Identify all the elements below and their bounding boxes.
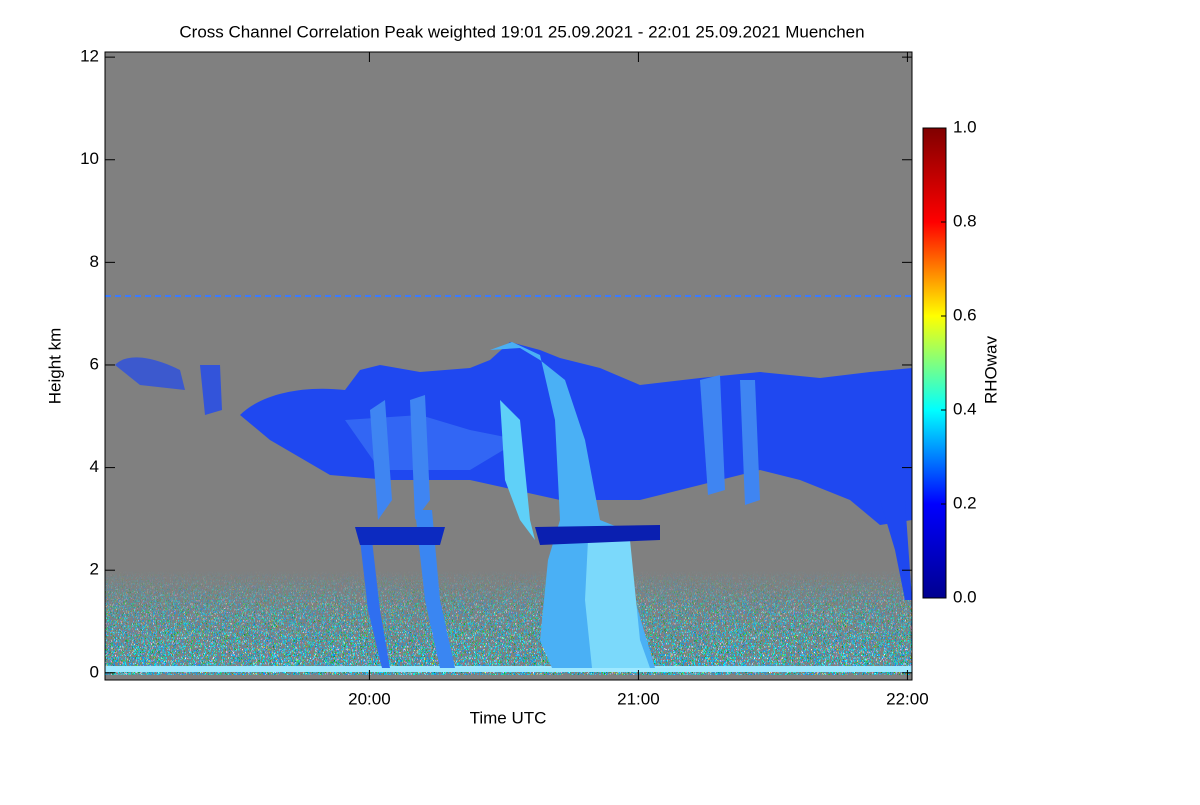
colorbar-label: RHOwav <box>981 335 1000 404</box>
x-tick-label: 21:00 <box>617 689 660 708</box>
colorbar-tick-label: 0.4 <box>953 399 977 418</box>
y-tick-label: 2 <box>90 560 99 579</box>
y-tick-label: 10 <box>80 149 99 168</box>
chart-title: Cross Channel Correlation Peak weighted … <box>179 22 864 41</box>
colorbar-tick-label: 1.0 <box>953 117 977 136</box>
colorbar-tick-label: 0.0 <box>953 587 977 606</box>
x-tick-label: 22:00 <box>886 689 929 708</box>
colorbar-tick-label: 0.2 <box>953 493 977 512</box>
y-tick-label: 4 <box>90 457 99 476</box>
y-tick-label: 0 <box>90 662 99 681</box>
y-axis-label: Height km <box>45 328 64 405</box>
y-tick-label: 12 <box>80 47 99 66</box>
colorbar <box>922 127 947 599</box>
x-axis-label: Time UTC <box>470 708 547 727</box>
heatmap-image <box>105 52 912 680</box>
y-tick-label: 8 <box>90 252 99 271</box>
colorbar-tick-label: 0.8 <box>953 211 977 230</box>
y-tick-label: 6 <box>90 354 99 373</box>
x-tick-label: 20:00 <box>348 689 391 708</box>
colorbar-tick-label: 0.6 <box>953 305 977 324</box>
plot-frame <box>104 51 913 681</box>
